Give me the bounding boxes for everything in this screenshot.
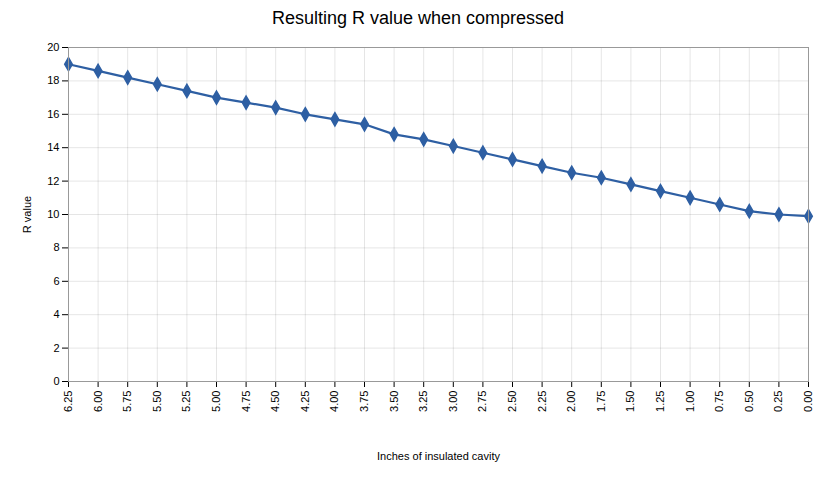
svg-text:3.00: 3.00 [447,391,459,412]
svg-text:4: 4 [53,308,59,320]
svg-text:4.75: 4.75 [240,391,252,412]
svg-text:0.75: 0.75 [713,391,725,412]
svg-text:6.00: 6.00 [92,391,104,412]
svg-text:5.50: 5.50 [151,391,163,412]
svg-text:2.25: 2.25 [536,391,548,412]
svg-text:5.75: 5.75 [121,391,133,412]
svg-text:0.25: 0.25 [772,391,784,412]
svg-text:5.00: 5.00 [210,391,222,412]
svg-text:Inches of insulated cavity: Inches of insulated cavity [377,450,500,462]
svg-text:10: 10 [47,208,59,220]
svg-text:1.00: 1.00 [684,391,696,412]
svg-text:3.75: 3.75 [358,391,370,412]
svg-text:6: 6 [53,275,59,287]
svg-text:6.25: 6.25 [62,391,74,412]
svg-text:12: 12 [47,175,59,187]
svg-text:0: 0 [53,375,59,387]
svg-text:0.50: 0.50 [743,391,755,412]
svg-text:4.50: 4.50 [269,391,281,412]
svg-text:R value: R value [21,196,33,233]
svg-text:8: 8 [53,241,59,253]
svg-text:20: 20 [47,41,59,53]
svg-text:5.25: 5.25 [180,391,192,412]
svg-text:2: 2 [53,342,59,354]
svg-text:16: 16 [47,108,59,120]
svg-text:2.00: 2.00 [565,391,577,412]
svg-text:1.75: 1.75 [595,391,607,412]
svg-text:0.00: 0.00 [802,391,814,412]
svg-text:3.50: 3.50 [388,391,400,412]
svg-text:4.00: 4.00 [328,391,340,412]
html-text:Resulting R value when compres: Resulting R value when compressed [271,8,565,28]
svg-text:14: 14 [47,141,59,153]
svg-text:2.50: 2.50 [506,391,518,412]
svg-text:18: 18 [47,74,59,86]
svg-text:1.25: 1.25 [654,391,666,412]
svg-text:4.25: 4.25 [299,391,311,412]
svg-text:1.50: 1.50 [624,391,636,412]
svg-text:3.25: 3.25 [417,391,429,412]
svg-text:2.75: 2.75 [476,391,488,412]
